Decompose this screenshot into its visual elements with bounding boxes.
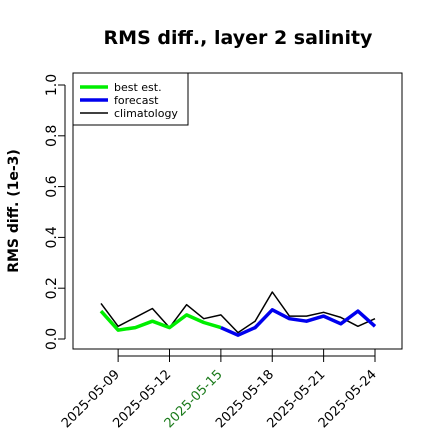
y-tick-label: 0.6 xyxy=(44,175,60,197)
y-tick-label: 0.2 xyxy=(44,277,60,299)
series-line-best-est xyxy=(99,309,222,332)
y-tick-label: 0.4 xyxy=(44,226,60,248)
legend-box xyxy=(72,72,189,126)
x-axis: 2025-05-092025-05-122025-05-152025-05-18… xyxy=(59,349,380,431)
series-layer xyxy=(99,291,377,337)
legend-entry: climatology xyxy=(114,107,178,120)
series-line-forecast xyxy=(220,308,377,337)
legend-entry: best est. xyxy=(114,81,162,94)
plot-frame xyxy=(72,72,403,350)
series-line-climatology xyxy=(100,291,376,334)
y-tick-label: 0.0 xyxy=(44,328,60,350)
y-tick-label: 1.0 xyxy=(44,74,60,96)
y-axis-label: RMS diff. (1e-3) xyxy=(6,149,22,273)
y-axis: 0.0 0.2 0.4 0.6 0.8 1.0 xyxy=(44,74,66,350)
chart-title: RMS diff., layer 2 salinity xyxy=(104,27,374,49)
legend-entry: forecast xyxy=(114,94,159,107)
y-tick-label: 0.8 xyxy=(44,125,60,147)
